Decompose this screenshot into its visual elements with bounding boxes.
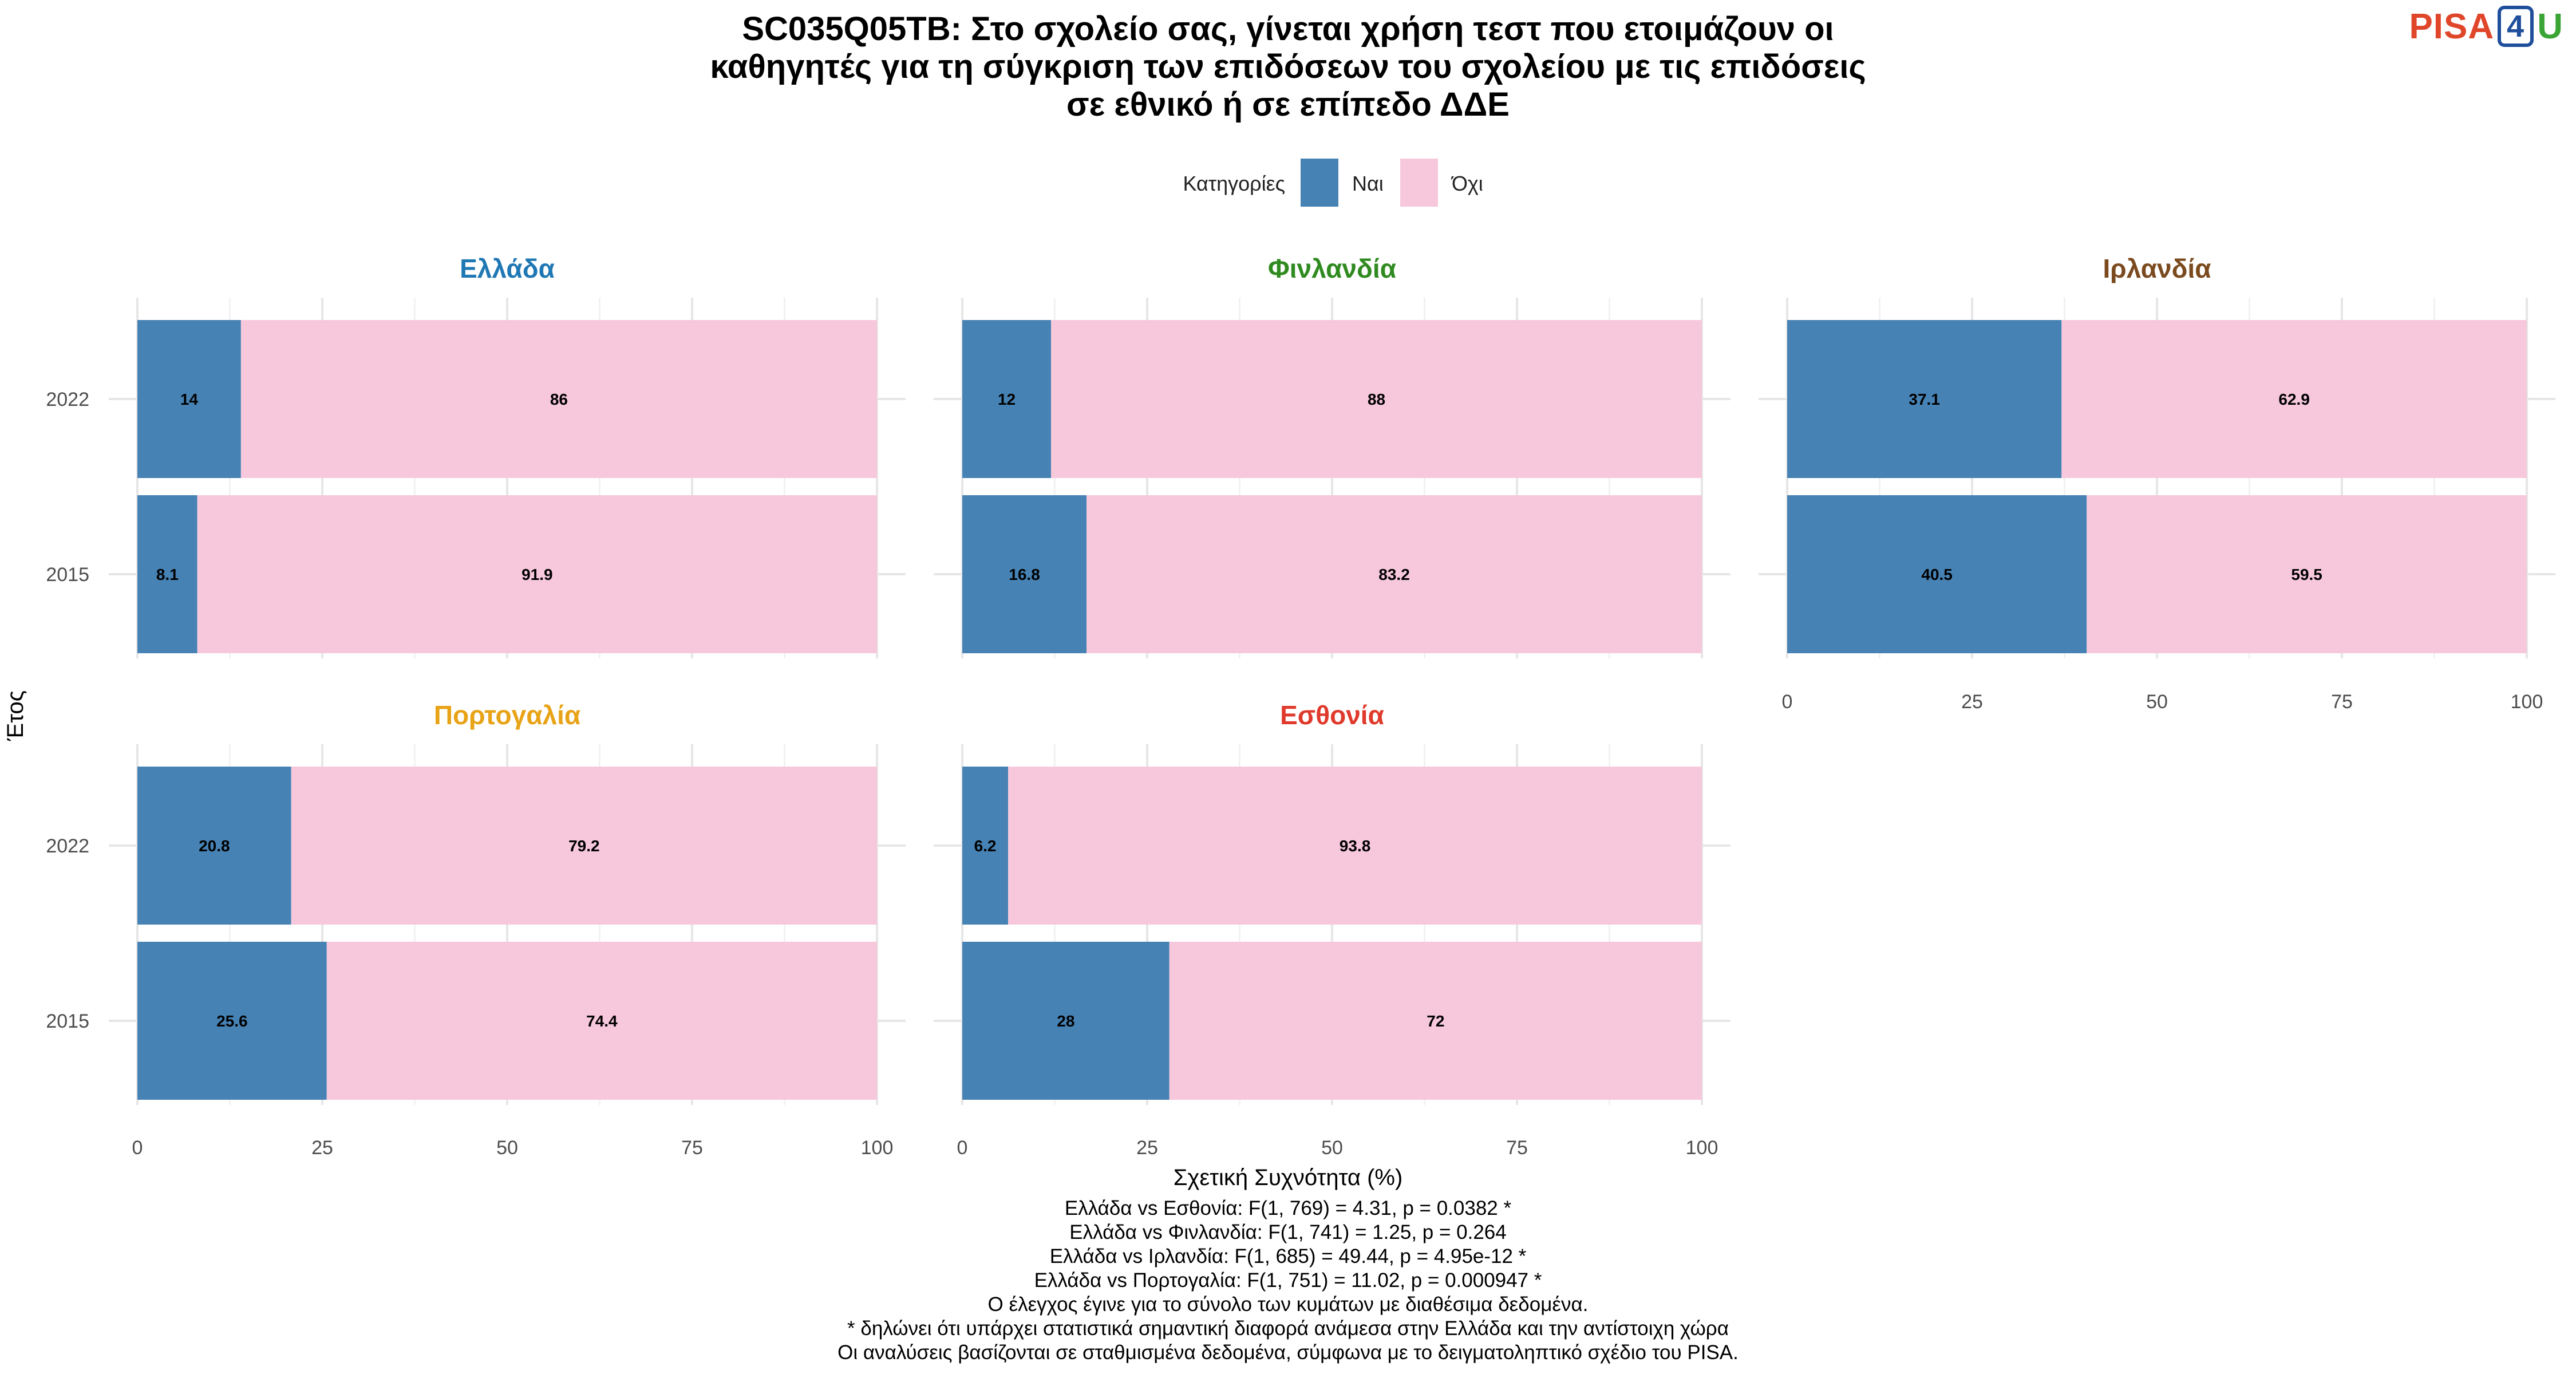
x-tick-label: 50 [1321,1137,1343,1159]
x-tick-label: 25 [1961,691,1983,713]
x-tick-label: 50 [2146,691,2168,713]
caption-line: Ελλάδα vs Πορτογαλία: F(1, 751) = 11.02,… [1034,1269,1542,1292]
x-axis-title: Σχετική Συχνότητα (%) [1174,1165,1403,1190]
data-label: 88 [1368,390,1385,408]
caption-line: Ελλάδα vs Ιρλανδία: F(1, 685) = 49.44, p… [1050,1245,1527,1268]
legend-swatch-Ναι [1301,159,1338,207]
caption-line: Οι αναλύσεις βασίζονται σε σταθμισμένα δ… [837,1341,1739,1364]
data-label: 16.8 [1009,566,1040,583]
y-tick-label: 2022 [46,835,89,857]
data-label: 74.4 [586,1012,618,1030]
data-label: 83.2 [1378,566,1410,583]
data-label: 20.8 [199,837,230,855]
pisa4u-logo: PISA 4 U [2409,6,2563,47]
x-tick-label: 0 [957,1137,968,1159]
bar-Όχι-2015 [1086,495,1702,653]
logo-pisa-text: PISA [2409,6,2495,46]
x-tick-label: 25 [311,1137,333,1159]
bar-Ναι-2015 [962,495,1087,653]
bar-Όχι-2015 [326,942,877,1100]
chart-title-line: SC035Q05TB: Στο σχολείο σας, γίνεται χρή… [742,10,1834,48]
data-label: 14 [180,390,199,408]
bar-Ναι-2015 [962,942,1170,1100]
bar-Ναι-2022 [962,767,1009,925]
x-tick-label: 75 [2331,691,2353,713]
data-label: 91.9 [521,566,553,583]
y-tick-label: 2015 [46,1010,89,1032]
legend-swatch-Όχι [1400,159,1438,207]
y-tick-label: 2022 [46,389,89,410]
panel-title: Πορτογαλία [434,700,580,730]
data-label: 72 [1427,1012,1444,1030]
x-tick-label: 100 [2511,691,2543,713]
y-tick-label: 2015 [46,564,89,586]
y-axis-title: Έτος [3,690,28,741]
x-tick-label: 100 [1686,1137,1718,1159]
data-label: 79.2 [568,837,600,855]
legend-label: Ναι [1352,172,1384,195]
bar-Ναι-2022 [1787,320,2062,478]
bar-Όχι-2015 [197,495,878,653]
panel-title: Φινλανδία [1268,254,1396,283]
bar-Ναι-2015 [137,942,327,1100]
legend-label: Όχι [1451,172,1483,195]
caption-line: Ο έλεγχος έγινε για το σύνολο των κυμάτω… [988,1293,1589,1316]
logo-four-box: 4 [2498,6,2534,47]
bar-Όχι-2022 [1008,767,1702,925]
data-label: 25.6 [216,1012,248,1030]
data-label: 62.9 [2278,390,2310,408]
bar-Όχι-2022 [291,767,878,925]
caption-line: Ελλάδα vs Φινλανδία: F(1, 741) = 1.25, p… [1069,1221,1506,1243]
bar-Όχι-2015 [2087,495,2527,653]
bar-Όχι-2015 [1169,942,1702,1100]
bar-Ναι-2022 [962,320,1052,478]
panel-title: Εσθονία [1280,700,1384,730]
bar-Ναι-2015 [1787,495,2087,653]
bar-Ναι-2022 [137,767,291,925]
chart-title-line: σε εθνικό ή σε επίπεδο ΔΔΕ [1066,86,1510,123]
logo-u-text: U [2537,6,2563,46]
data-label: 37.1 [1909,390,1940,408]
x-tick-label: 25 [1136,1137,1158,1159]
bar-Όχι-2022 [1051,320,1702,478]
chart-title-line: καθηγητές για τη σύγκριση των επιδόσεων … [710,48,1866,85]
data-label: 59.5 [2291,566,2322,583]
bar-Όχι-2022 [2061,320,2527,478]
panel-title: Ελλάδα [460,254,555,283]
data-label: 12 [998,390,1016,408]
data-label: 93.8 [1340,837,1371,855]
x-tick-label: 100 [861,1137,894,1159]
x-tick-label: 0 [1782,691,1793,713]
x-tick-label: 75 [1506,1137,1528,1159]
panel-title: Ιρλανδία [2103,254,2211,283]
bar-Ναι-2022 [137,320,241,478]
legend-title: Κατηγορίες [1183,172,1285,195]
caption-line: Ελλάδα vs Εσθονία: F(1, 769) = 4.31, p =… [1065,1197,1512,1219]
bar-Όχι-2022 [240,320,877,478]
x-tick-label: 75 [681,1137,703,1159]
data-label: 86 [550,390,568,408]
data-label: 28 [1057,1012,1074,1030]
bar-Ναι-2015 [137,495,197,653]
data-label: 6.2 [974,837,997,855]
x-tick-label: 0 [132,1137,143,1159]
data-label: 8.1 [156,566,179,583]
x-tick-label: 50 [496,1137,518,1159]
data-label: 40.5 [1921,566,1953,583]
caption-line: * δηλώνει ότι υπάρχει στατιστικά σημαντι… [847,1317,1729,1340]
